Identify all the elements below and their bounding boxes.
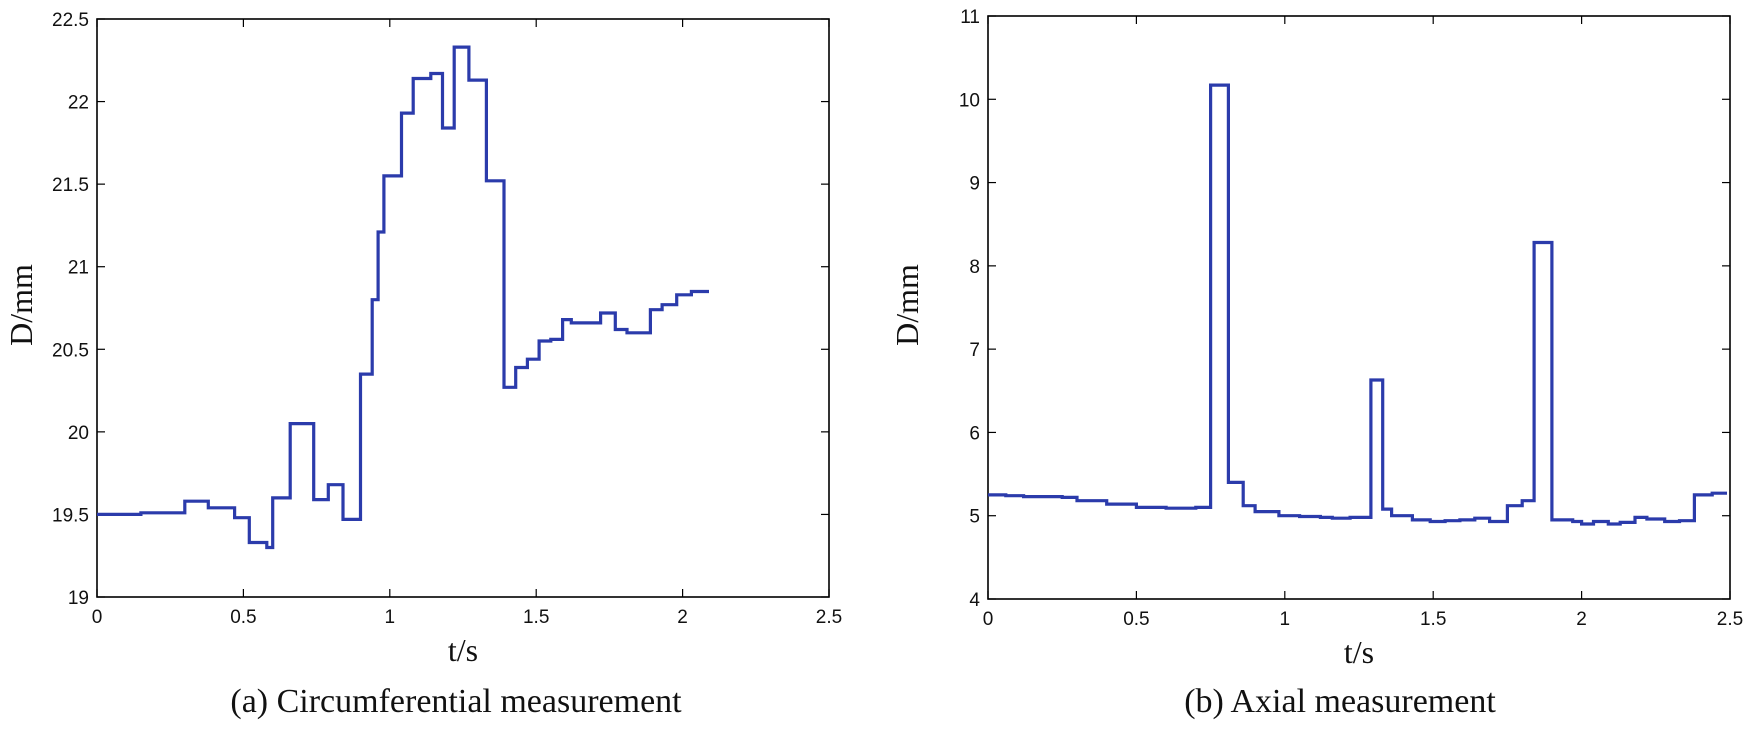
data-series-line-0 xyxy=(97,45,709,550)
y-tick-label: 10 xyxy=(959,90,980,111)
chart-panel-a: 0 0.5 1 1.5 2 2.51919.52020.52121.52222.5t/sD… xyxy=(3,10,842,720)
y-tick-label: 22 xyxy=(68,93,89,114)
x-tick-label: 1 xyxy=(385,607,396,628)
x-tick-label: 1.5 xyxy=(1420,609,1446,630)
y-tick-label: 11 xyxy=(960,7,980,28)
y-axis-label: D/mm xyxy=(3,264,39,346)
x-tick-label: 1.5 xyxy=(523,607,549,628)
y-tick-label: 5 xyxy=(969,507,980,528)
x-tick-label: 2.5 xyxy=(816,607,842,628)
y-tick-label: 19.5 xyxy=(52,505,89,526)
x-tick-label: 0.5 xyxy=(230,607,256,628)
x-tick-label: 2 xyxy=(1576,609,1587,630)
y-tick-label: 8 xyxy=(969,257,980,278)
plot-area-frame xyxy=(987,15,1731,600)
y-tick-label: 4 xyxy=(969,590,980,611)
y-tick-label: 7 xyxy=(969,340,980,361)
x-tick-label: 0 xyxy=(983,609,994,630)
x-axis-label: t/s xyxy=(1344,634,1374,670)
y-tick-label: 20.5 xyxy=(52,340,89,361)
y-tick-label: 20 xyxy=(68,423,89,444)
chart-caption: (a) Circumferential measurement xyxy=(230,683,682,720)
x-tick-label: 2.5 xyxy=(1717,609,1743,630)
data-series-line-0 xyxy=(988,83,1727,526)
chart-caption: (b) Axial measurement xyxy=(1184,683,1496,720)
y-axis-label: D/mm xyxy=(889,264,925,346)
x-axis-label: t/s xyxy=(448,632,478,668)
x-tick-label: 1 xyxy=(1280,609,1291,630)
y-tick-label: 22.5 xyxy=(52,10,89,31)
plot-area-frame xyxy=(96,18,830,598)
y-tick-label: 21 xyxy=(68,258,89,279)
x-tick-label: 0 xyxy=(92,607,103,628)
y-tick-label: 9 xyxy=(969,174,980,195)
chart-panel-b: 0 0.5 1 1.5 2 2.5 4 5 6 7 8 9 10 11 t/s D/mm (b) Axial m… xyxy=(889,7,1743,720)
x-tick-label: 0.5 xyxy=(1123,609,1149,630)
y-tick-label: 19 xyxy=(68,588,89,609)
y-tick-label: 6 xyxy=(969,423,980,444)
y-tick-label: 21.5 xyxy=(52,175,89,196)
x-tick-label: 2 xyxy=(677,607,688,628)
